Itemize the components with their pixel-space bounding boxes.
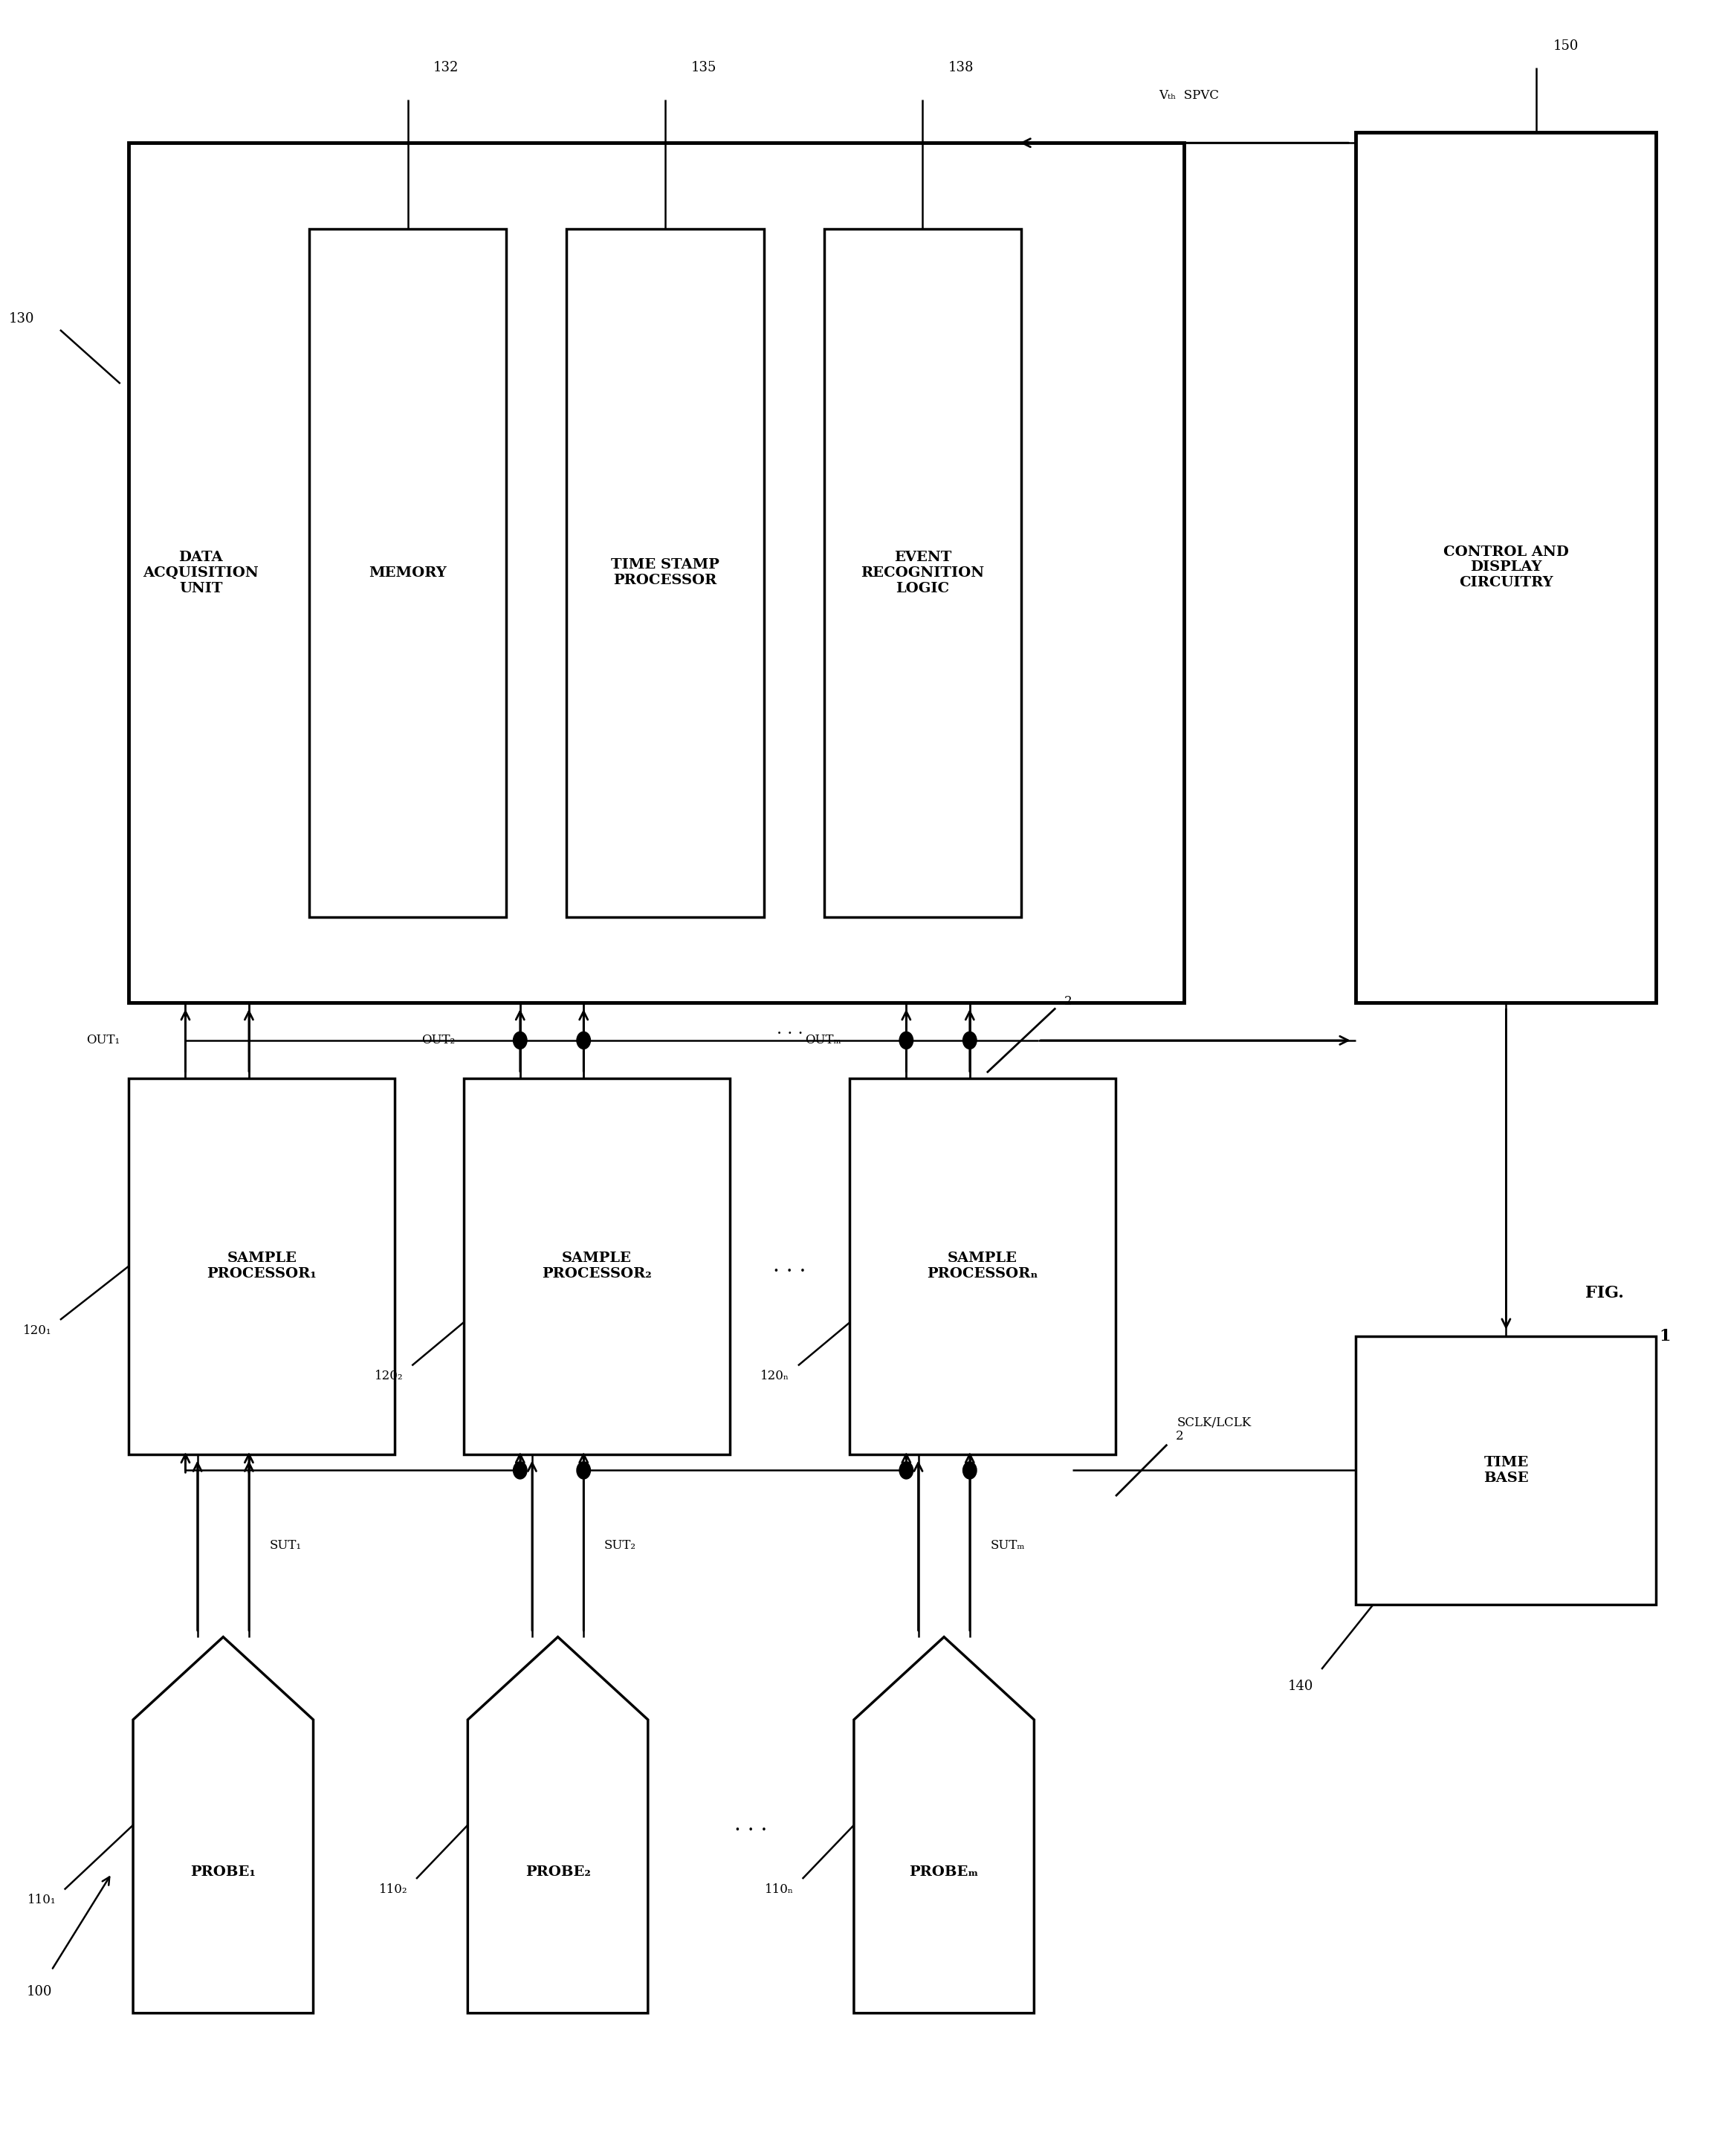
Text: 120₁: 120₁ xyxy=(22,1324,52,1337)
Text: OUT₂: OUT₂ xyxy=(422,1035,454,1046)
Polygon shape xyxy=(854,1636,1033,2014)
Text: SAMPLE
PROCESSOR₁: SAMPLE PROCESSOR₁ xyxy=(207,1253,316,1281)
Text: MEMORY: MEMORY xyxy=(368,567,446,580)
Text: SUTₘ: SUTₘ xyxy=(990,1539,1025,1552)
Bar xyxy=(309,229,506,916)
Polygon shape xyxy=(133,1636,313,2014)
Bar xyxy=(567,229,764,916)
Bar xyxy=(824,229,1021,916)
Circle shape xyxy=(962,1033,976,1050)
Text: 1: 1 xyxy=(1659,1328,1671,1343)
Text: SUT₂: SUT₂ xyxy=(605,1539,636,1552)
Bar xyxy=(1356,132,1655,1003)
Text: 132: 132 xyxy=(434,60,460,73)
Text: TIME STAMP
PROCESSOR: TIME STAMP PROCESSOR xyxy=(612,558,719,586)
Text: 120₂: 120₂ xyxy=(375,1369,403,1382)
Bar xyxy=(130,1078,394,1453)
Text: SAMPLE
PROCESSOR₂: SAMPLE PROCESSOR₂ xyxy=(541,1253,651,1281)
Text: Vₜₕ  SPVC: Vₜₕ SPVC xyxy=(1158,88,1218,101)
Text: SUT₁: SUT₁ xyxy=(270,1539,301,1552)
Text: 150: 150 xyxy=(1553,39,1579,52)
Text: 110₁: 110₁ xyxy=(28,1893,55,1906)
Text: . . .: . . . xyxy=(776,1022,804,1037)
Text: CONTROL AND
DISPLAY
CIRCUITRY: CONTROL AND DISPLAY CIRCUITRY xyxy=(1443,545,1569,589)
Text: 110₂: 110₂ xyxy=(378,1882,408,1895)
Bar xyxy=(1356,1337,1655,1604)
Text: EVENT
RECOGNITION
LOGIC: EVENT RECOGNITION LOGIC xyxy=(861,550,985,595)
Text: . . .: . . . xyxy=(772,1257,805,1276)
Circle shape xyxy=(577,1033,591,1050)
Circle shape xyxy=(513,1462,527,1479)
Circle shape xyxy=(577,1462,591,1479)
Circle shape xyxy=(962,1462,976,1479)
Text: 138: 138 xyxy=(949,60,975,73)
Text: PROBEₘ: PROBEₘ xyxy=(909,1865,978,1880)
Text: 2: 2 xyxy=(1175,1429,1184,1442)
Text: TIME
BASE: TIME BASE xyxy=(1484,1455,1529,1485)
Text: OUT₁: OUT₁ xyxy=(86,1035,121,1046)
Text: OUTₘ: OUTₘ xyxy=(805,1035,842,1046)
Circle shape xyxy=(899,1033,912,1050)
Text: 140: 140 xyxy=(1287,1680,1313,1692)
Bar xyxy=(850,1078,1116,1453)
Text: 120ₙ: 120ₙ xyxy=(760,1369,790,1382)
Text: FIG.: FIG. xyxy=(1586,1285,1624,1302)
Circle shape xyxy=(513,1033,527,1050)
Text: 135: 135 xyxy=(691,60,717,73)
Circle shape xyxy=(899,1462,912,1479)
Text: . . .: . . . xyxy=(734,1815,767,1835)
Text: DATA
ACQUISITION
UNIT: DATA ACQUISITION UNIT xyxy=(143,550,259,595)
Text: PROBE₂: PROBE₂ xyxy=(525,1865,591,1880)
Text: 110ₙ: 110ₙ xyxy=(766,1882,793,1895)
Text: SCLK/LCLK: SCLK/LCLK xyxy=(1177,1416,1251,1429)
Bar xyxy=(463,1078,729,1453)
Text: 130: 130 xyxy=(9,313,35,326)
Polygon shape xyxy=(468,1636,648,2014)
Bar xyxy=(130,142,1184,1003)
Text: SAMPLE
PROCESSORₙ: SAMPLE PROCESSORₙ xyxy=(928,1253,1039,1281)
Text: PROBE₁: PROBE₁ xyxy=(190,1865,256,1880)
Text: 100: 100 xyxy=(26,1986,52,1999)
Text: 2: 2 xyxy=(1064,996,1071,1009)
